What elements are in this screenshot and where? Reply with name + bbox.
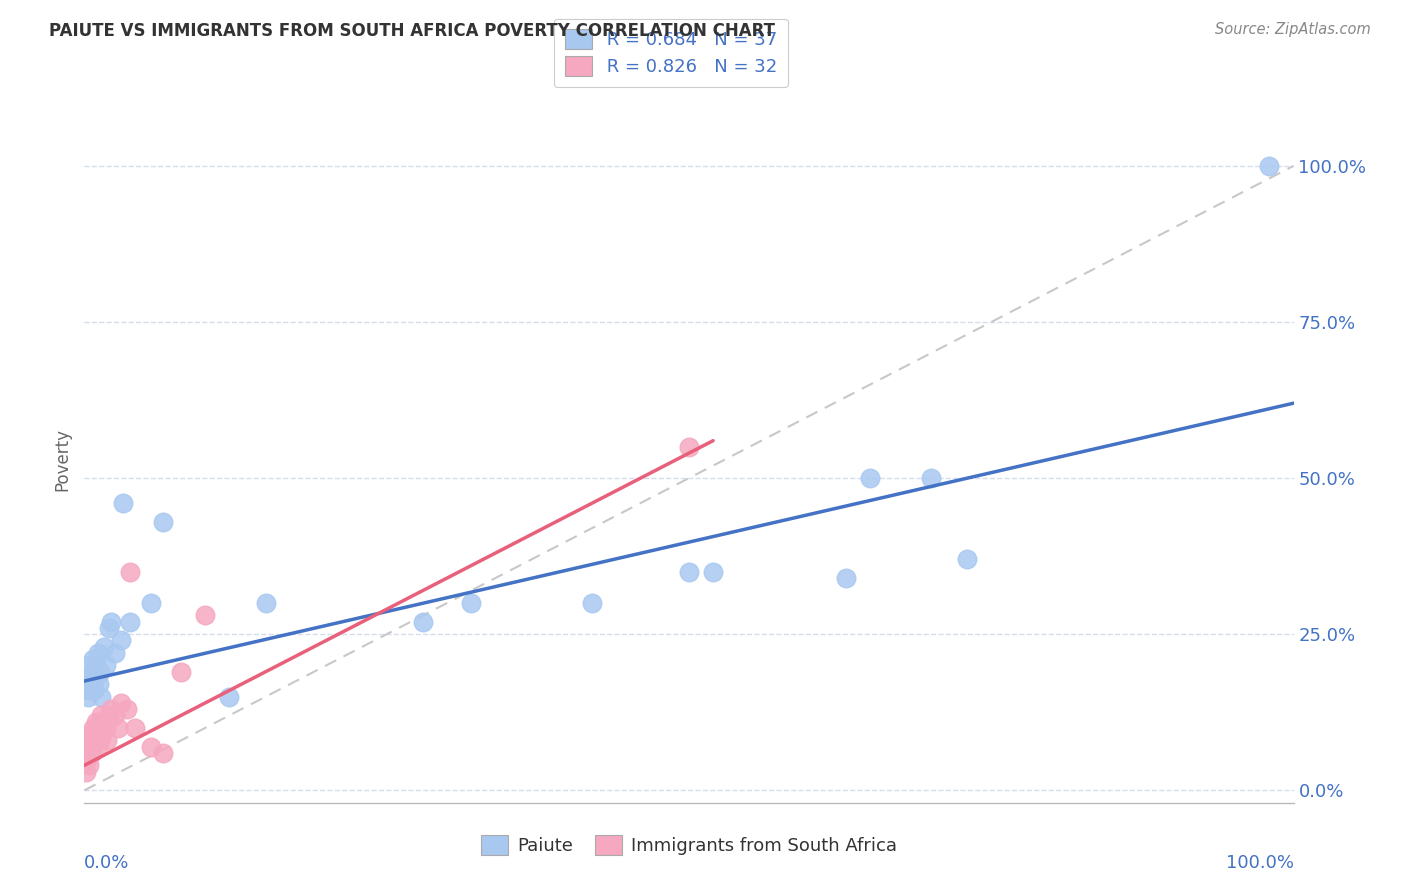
Point [218, 690, 240, 704]
Point [77, 758, 100, 772]
Point [83, 683, 105, 698]
Point [120, 615, 142, 629]
Point [460, 596, 482, 610]
Point [77, 739, 100, 754]
Point [859, 471, 882, 485]
Legend: Paiute, Immigrants from South Africa: Paiute, Immigrants from South Africa [474, 828, 904, 863]
Point [835, 571, 858, 585]
Point [115, 702, 138, 716]
Point [79, 733, 101, 747]
Point [139, 596, 162, 610]
Point [89, 665, 111, 679]
Point [104, 708, 127, 723]
Point [678, 565, 700, 579]
Point [194, 608, 217, 623]
Point [79, 727, 101, 741]
Point [152, 746, 174, 760]
Point [170, 665, 193, 679]
Point [87, 677, 110, 691]
Point [678, 440, 700, 454]
Point [152, 515, 174, 529]
Point [86, 739, 108, 754]
Point [76, 677, 98, 691]
Point [97, 621, 120, 635]
Point [77, 671, 100, 685]
Point [83, 733, 105, 747]
Point [76, 752, 98, 766]
Point [93, 714, 115, 729]
Point [91, 727, 114, 741]
Point [80, 665, 103, 679]
Point [82, 721, 104, 735]
Point [86, 646, 108, 660]
Point [80, 746, 103, 760]
Point [1258, 159, 1281, 173]
Point [82, 652, 104, 666]
Point [97, 708, 120, 723]
Point [84, 671, 107, 685]
Point [86, 714, 108, 729]
Point [254, 596, 277, 610]
Point [86, 658, 108, 673]
Point [94, 721, 117, 735]
Point [100, 702, 122, 716]
Point [77, 690, 100, 704]
Point [87, 721, 110, 735]
Text: 0.0%: 0.0% [84, 855, 129, 872]
Point [139, 739, 162, 754]
Point [956, 552, 979, 566]
Point [80, 677, 103, 691]
Y-axis label: Poverty: Poverty [53, 428, 72, 491]
Point [412, 615, 434, 629]
Point [90, 690, 112, 704]
Point [89, 733, 111, 747]
Point [100, 615, 122, 629]
Point [90, 708, 112, 723]
Point [112, 496, 135, 510]
Point [581, 596, 603, 610]
Point [110, 696, 132, 710]
Point [77, 683, 100, 698]
Point [79, 658, 101, 673]
Point [93, 640, 115, 654]
Text: 100.0%: 100.0% [1226, 855, 1294, 872]
Point [124, 721, 146, 735]
Point [110, 633, 132, 648]
Point [75, 764, 97, 779]
Point [94, 658, 117, 673]
Point [96, 733, 118, 747]
Point [702, 565, 724, 579]
Point [104, 646, 127, 660]
Point [107, 721, 129, 735]
Point [120, 565, 142, 579]
Text: Source: ZipAtlas.com: Source: ZipAtlas.com [1215, 22, 1371, 37]
Point [920, 471, 942, 485]
Text: PAIUTE VS IMMIGRANTS FROM SOUTH AFRICA POVERTY CORRELATION CHART: PAIUTE VS IMMIGRANTS FROM SOUTH AFRICA P… [49, 22, 775, 40]
Point [84, 727, 107, 741]
